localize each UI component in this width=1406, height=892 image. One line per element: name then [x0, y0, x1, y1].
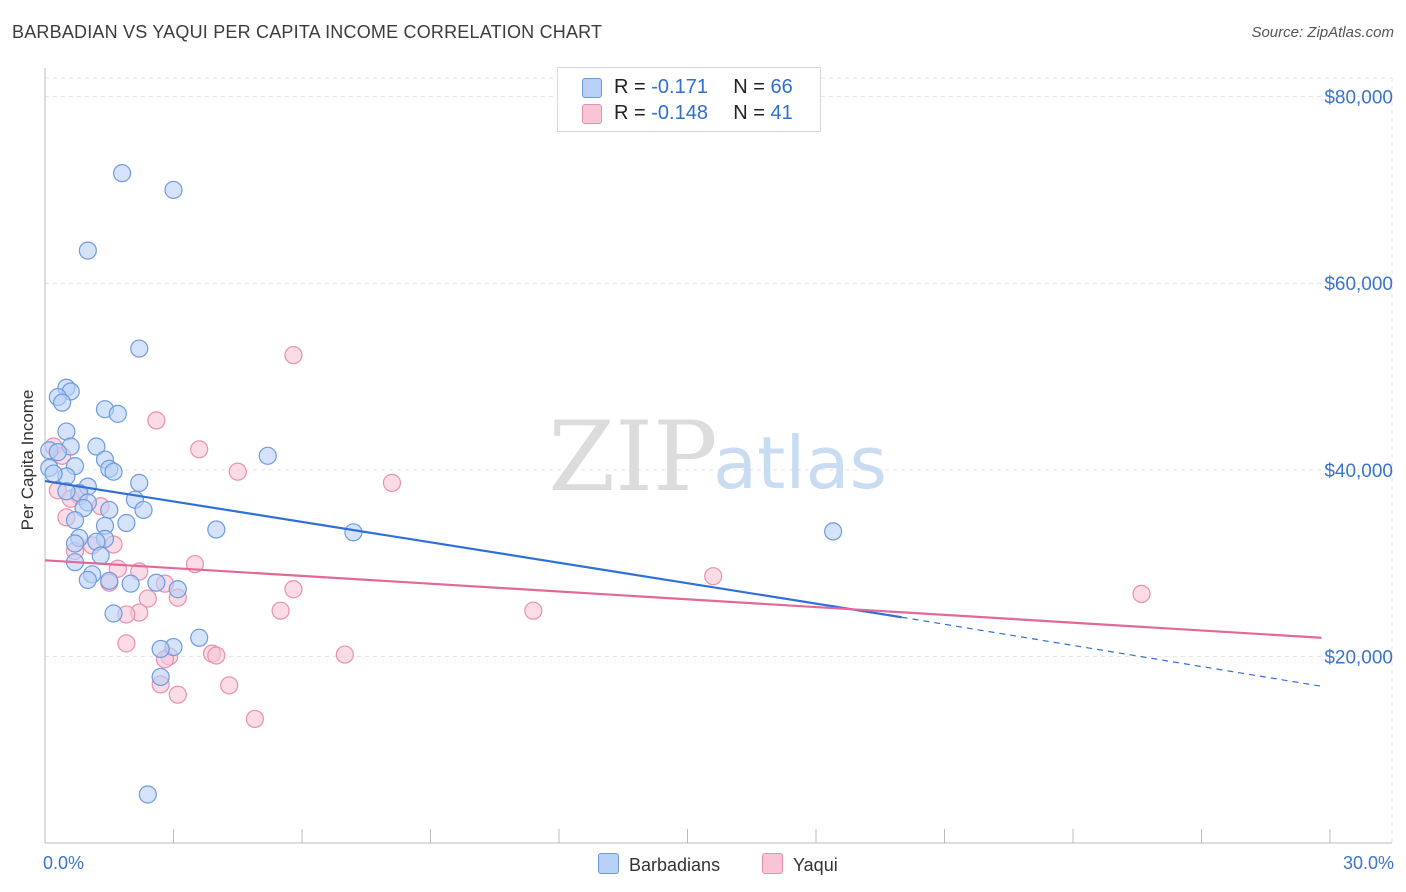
bottom-legend-label-yaqui: Yaqui	[793, 855, 838, 875]
bottom-legend-swatch-pink	[762, 853, 783, 874]
barbadians-point	[65, 534, 85, 553]
yaqui-point	[138, 589, 157, 608]
y-tick-labels: $20,000 $40,000 $60,000 $80,000	[1324, 88, 1393, 669]
barbadians-point	[104, 462, 123, 481]
barbadians-trend-line	[44, 479, 902, 619]
barbadians-point	[130, 339, 149, 358]
barbadians-point	[258, 446, 277, 465]
barbadians-point	[78, 570, 97, 590]
yaqui-point	[704, 567, 723, 586]
barbadians-points	[40, 164, 843, 804]
legend-r-label: R =	[614, 102, 652, 124]
barbadians-point	[168, 580, 187, 599]
barbadians-point	[100, 571, 119, 590]
yaqui-point	[335, 645, 354, 664]
barbadians-point	[151, 667, 170, 687]
bottom-legend-barbadians: Barbadians	[598, 853, 720, 876]
barbadians-point	[108, 404, 127, 423]
bottom-legend-swatch-blue	[598, 853, 619, 874]
barbadians-point	[134, 500, 153, 520]
trend-lines	[44, 479, 1322, 687]
bottom-legend-yaqui: Yaqui	[762, 853, 838, 876]
barbadians-point	[91, 546, 110, 565]
legend-n-label: N =	[733, 102, 771, 124]
legend-n-label: N =	[733, 76, 771, 98]
yaqui-point	[117, 634, 136, 653]
legend-r-value: -0.171	[651, 76, 708, 98]
yaqui-point	[220, 676, 239, 695]
barbadians-point	[78, 241, 97, 260]
yaqui-point	[271, 601, 290, 620]
yaqui-point	[382, 473, 402, 492]
yaqui-point	[168, 685, 187, 704]
barbadians-point	[344, 523, 363, 542]
y-tick-label: $60,000	[1324, 274, 1393, 295]
barbadians-point	[65, 511, 85, 530]
barbadians-point	[57, 482, 76, 501]
legend-r-label: R =	[614, 76, 652, 98]
legend-text-barbadians: R = -0.171 N = 66	[614, 76, 793, 99]
barbadians-point	[190, 628, 209, 647]
barbadians-point	[147, 573, 166, 592]
chart-source: Source: ZipAtlas.com	[1251, 24, 1394, 41]
yaqui-point	[245, 709, 264, 729]
barbadians-point	[138, 785, 157, 804]
watermark-atlas: atlas	[713, 421, 887, 505]
yaqui-point	[284, 345, 303, 365]
x-tick-label-min: 0.0%	[43, 853, 85, 873]
yaqui-point	[524, 601, 543, 620]
barbadians-point	[44, 464, 63, 483]
yaqui-point	[190, 440, 209, 459]
barbadians-point	[117, 513, 136, 533]
barbadians-point	[164, 180, 183, 200]
y-tick-label: $20,000	[1324, 647, 1393, 668]
barbadians-point	[207, 520, 226, 539]
yaqui-point	[1132, 584, 1151, 604]
barbadians-point	[53, 393, 72, 412]
chart-title: BARBADIAN VS YAQUI PER CAPITA INCOME COR…	[12, 22, 603, 42]
yaqui-point	[284, 580, 303, 599]
yaqui-point	[207, 646, 226, 665]
barbadians-point	[121, 574, 140, 593]
bottom-legend-label-barbadians: Barbadians	[629, 855, 721, 875]
barbadians-point	[130, 473, 149, 492]
barbadians-point	[112, 164, 132, 183]
legend-swatch-pink	[582, 104, 602, 124]
yaqui-point	[147, 411, 166, 430]
barbadians-point	[824, 522, 843, 541]
barbadians-point	[87, 437, 106, 456]
y-tick-label: $40,000	[1324, 461, 1393, 482]
legend-swatch-blue	[582, 78, 602, 98]
barbadians-point	[151, 639, 170, 659]
yaqui-trend-line	[44, 559, 1322, 639]
barbadians-point	[100, 500, 119, 520]
yaqui-point	[228, 462, 247, 481]
legend-text-yaqui: R = -0.148 N = 41	[614, 102, 793, 125]
legend-n-value: 66	[770, 76, 793, 98]
watermark-zip: ZIP	[548, 401, 717, 513]
barbadians-point	[57, 422, 76, 441]
barbadians-point	[48, 443, 67, 462]
legend-n-value: 41	[770, 102, 793, 124]
barbadians-point	[104, 604, 123, 623]
y-tick-label: $80,000	[1324, 88, 1393, 109]
legend-r-value: -0.148	[651, 102, 708, 124]
correlation-legend: R = -0.171 N = 66 R = -0.148 N = 41	[557, 67, 821, 132]
x-tick-label-max: 30.0%	[1342, 853, 1394, 873]
barbadians-trend-extension	[901, 616, 1322, 687]
